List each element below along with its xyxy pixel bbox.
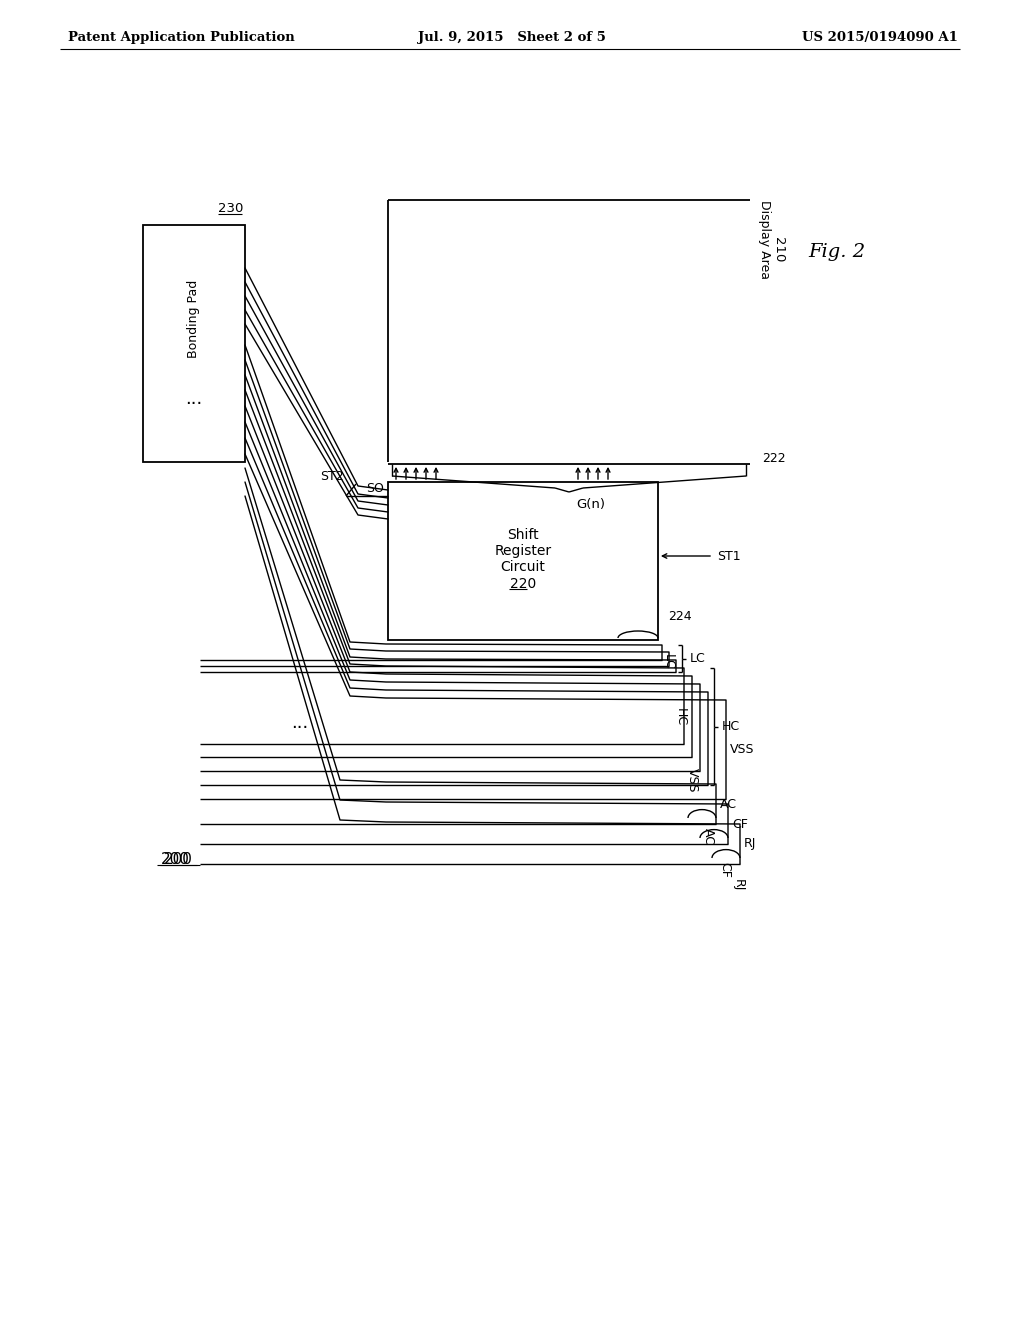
Text: 200: 200 [161, 853, 189, 867]
Text: LC: LC [662, 655, 675, 669]
Text: RJ: RJ [732, 879, 745, 891]
Text: G(n): G(n) [577, 498, 605, 511]
Text: Jul. 9, 2015   Sheet 2 of 5: Jul. 9, 2015 Sheet 2 of 5 [418, 30, 606, 44]
Text: 200: 200 [164, 853, 193, 867]
Text: Fig. 2: Fig. 2 [808, 243, 865, 261]
Text: RJ: RJ [744, 837, 757, 850]
Text: ...: ... [185, 389, 203, 408]
Text: Register: Register [495, 544, 552, 558]
Text: AC: AC [702, 829, 715, 846]
Text: ST2: ST2 [321, 470, 344, 483]
Text: AC: AC [720, 797, 737, 810]
Text: SO: SO [367, 483, 384, 495]
Text: HC: HC [674, 709, 687, 726]
Text: Bonding Pad: Bonding Pad [187, 280, 201, 358]
Text: 220: 220 [510, 577, 537, 591]
Text: VSS: VSS [686, 768, 699, 792]
Text: Patent Application Publication: Patent Application Publication [68, 30, 295, 44]
Text: Circuit: Circuit [501, 560, 546, 574]
Text: HC: HC [722, 719, 740, 733]
Text: Display Area: Display Area [758, 201, 771, 280]
Text: US 2015/0194090 A1: US 2015/0194090 A1 [802, 30, 958, 44]
Bar [388, 482, 658, 640]
Text: LC: LC [690, 652, 706, 665]
Text: 210: 210 [772, 238, 785, 263]
Text: 230: 230 [218, 202, 243, 215]
Bar [143, 224, 245, 462]
Text: CF: CF [732, 817, 748, 830]
Text: VSS: VSS [730, 743, 755, 756]
Text: ST1: ST1 [717, 549, 740, 562]
Text: CF: CF [718, 862, 731, 878]
Text: ...: ... [292, 714, 308, 731]
Text: 222: 222 [762, 453, 785, 466]
Text: 224: 224 [668, 610, 691, 623]
Text: Shift: Shift [507, 528, 539, 543]
